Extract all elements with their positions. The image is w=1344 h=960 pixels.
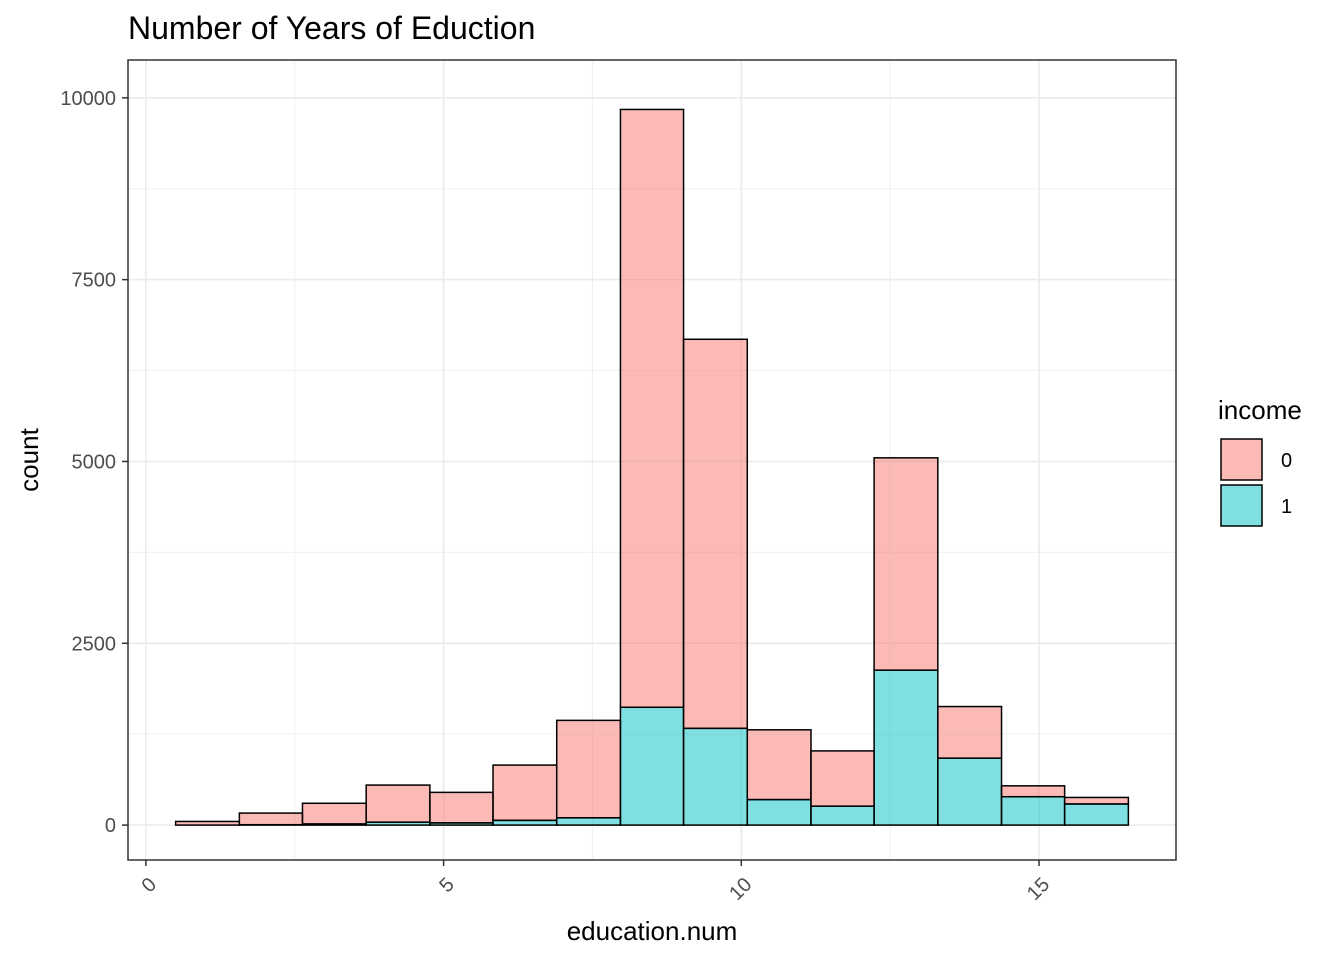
bar-income-1 [555,817,622,826]
bar-income-0 [301,802,367,825]
legend-title: income [1218,395,1302,425]
x-tick-label: 5 [435,874,458,897]
legend: income 0 1 [1218,395,1302,527]
bar-income-0 [873,457,939,671]
histogram-bars [174,108,1130,826]
bar-income-1 [492,819,558,826]
legend-label-0: 0 [1281,450,1292,472]
bar-income-0 [429,791,494,824]
bar-income-1 [429,822,494,826]
bar-income-0 [365,784,431,823]
bar-income-0 [682,338,749,730]
bar-income-0 [746,729,812,801]
bar-income-0 [1063,796,1130,805]
legend-label-1: 1 [1281,496,1292,518]
legend-key-1 [1220,484,1263,527]
x-axis-ticks: 0 5 10 15 [138,860,1054,905]
y-axis-ticks: 0 2500 5000 7500 10000 [60,88,128,837]
bar-income-1 [810,805,875,826]
bar-income-1 [619,706,685,826]
bar-income-0 [555,719,622,819]
y-tick-label: 7500 [72,270,117,292]
x-tick-label: 15 [1023,874,1054,905]
bar-income-0 [174,820,241,826]
bar-income-1 [1063,803,1130,826]
y-tick-label: 0 [105,815,116,837]
bar-income-1 [937,757,1003,826]
bar-income-0 [619,108,685,709]
bar-income-0 [492,764,558,822]
bar-income-1 [873,669,939,826]
bar-income-1 [301,823,367,826]
bar-income-0 [937,705,1003,759]
plot-panel-border [127,59,1177,861]
x-tick-label: 10 [725,874,756,905]
bar-income-1 [1000,795,1066,826]
bar-income-1 [682,727,749,826]
x-tick-label: 0 [138,874,161,897]
y-tick-label: 2500 [72,633,117,655]
bar-income-1 [746,798,812,826]
chart-title: Number of Years of Eduction [128,10,536,46]
bar-income-0 [1000,785,1066,798]
bar-income-0 [238,812,304,826]
y-tick-label: 5000 [72,451,117,473]
x-axis-title: education.num [567,916,738,946]
bar-income-1 [365,821,431,826]
bar-income-0 [810,750,875,807]
legend-key-0 [1220,438,1263,481]
y-tick-label: 10000 [60,88,116,110]
y-axis-title: count [14,427,44,491]
